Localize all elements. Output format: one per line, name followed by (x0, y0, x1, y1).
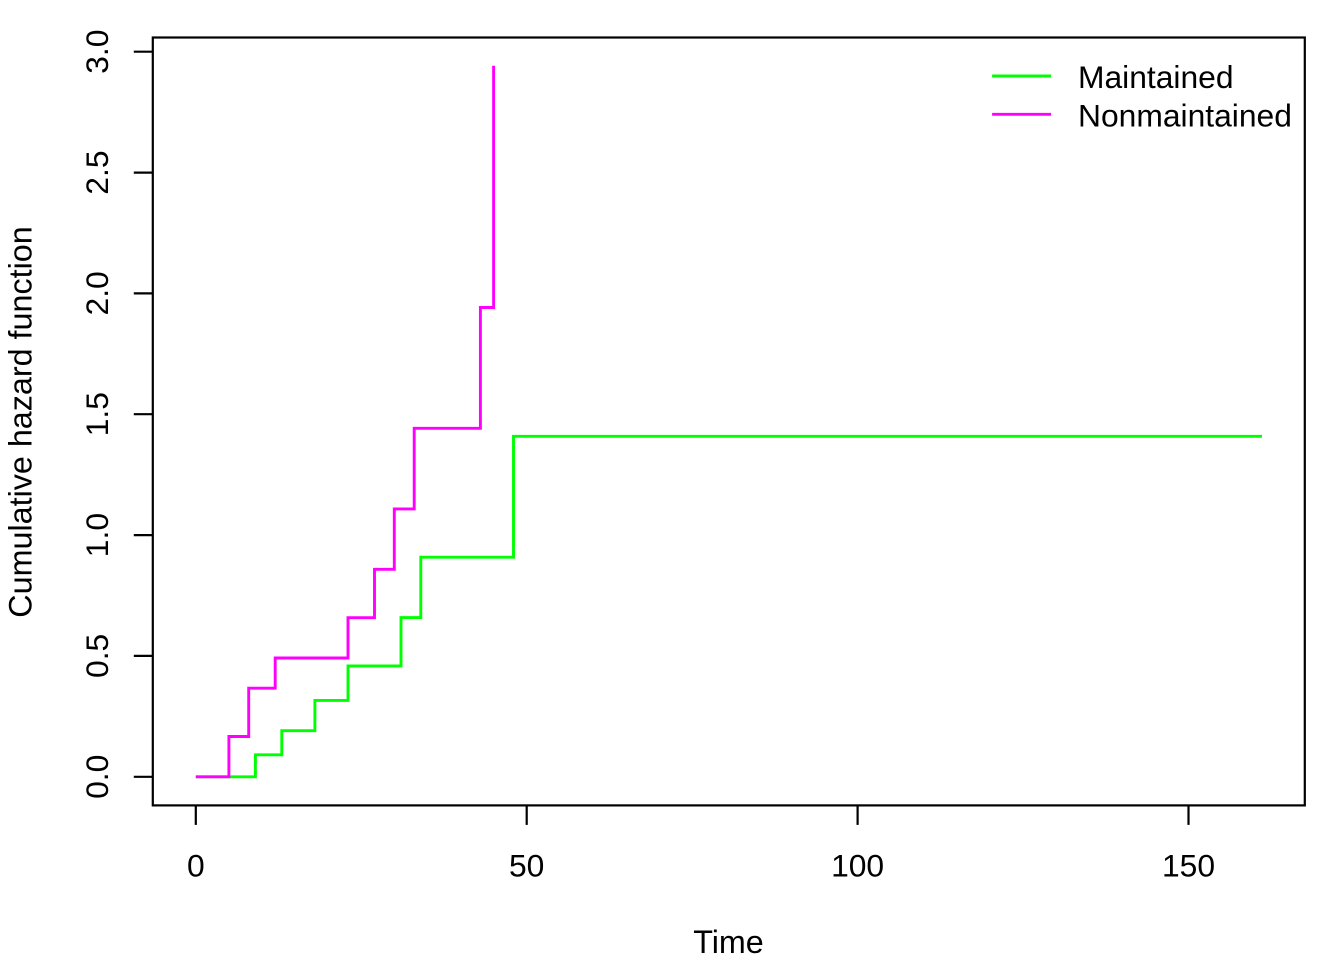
svg-text:Cumulative hazard function: Cumulative hazard function (3, 226, 39, 617)
svg-text:0: 0 (187, 847, 205, 883)
svg-text:2.0: 2.0 (79, 271, 115, 315)
svg-text:Maintained: Maintained (1078, 59, 1234, 95)
svg-text:150: 150 (1162, 847, 1215, 883)
svg-text:1.0: 1.0 (79, 513, 115, 557)
svg-text:0.5: 0.5 (79, 634, 115, 678)
svg-text:3.0: 3.0 (79, 30, 115, 74)
svg-text:Time: Time (693, 924, 764, 960)
svg-text:1.5: 1.5 (79, 392, 115, 436)
svg-text:50: 50 (509, 847, 544, 883)
svg-text:0.0: 0.0 (79, 755, 115, 799)
svg-text:2.5: 2.5 (79, 150, 115, 194)
svg-text:Nonmaintained: Nonmaintained (1078, 97, 1292, 133)
svg-text:100: 100 (831, 847, 884, 883)
